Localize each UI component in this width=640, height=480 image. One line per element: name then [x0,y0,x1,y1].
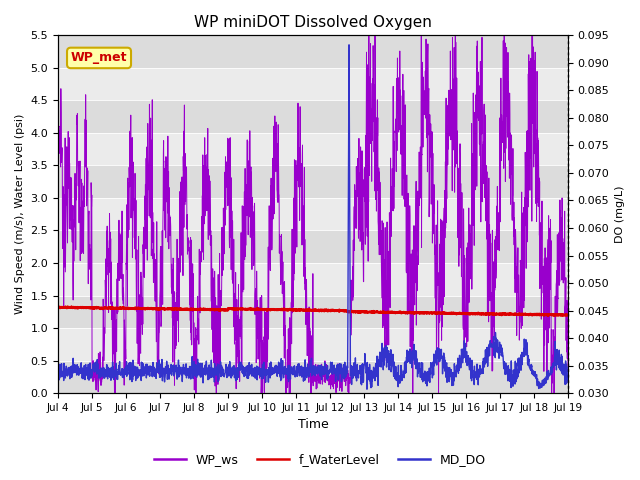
Bar [58,296,568,328]
Title: WP miniDOT Dissolved Oxygen: WP miniDOT Dissolved Oxygen [194,15,432,30]
X-axis label: Time: Time [298,419,328,432]
Bar [58,36,568,68]
Legend: WP_ws, f_WaterLevel, MD_DO: WP_ws, f_WaterLevel, MD_DO [149,448,491,471]
Bar [58,100,568,133]
Y-axis label: DO (mg/L): DO (mg/L) [615,185,625,243]
Text: WP_met: WP_met [71,51,127,64]
Bar [58,198,568,230]
Bar [58,133,568,166]
Bar [58,328,568,360]
Bar [58,166,568,198]
Bar [58,230,568,263]
Bar [58,68,568,100]
Bar [58,263,568,296]
Bar [58,360,568,393]
Y-axis label: Wind Speed (m/s), Water Level (psi): Wind Speed (m/s), Water Level (psi) [15,114,25,314]
